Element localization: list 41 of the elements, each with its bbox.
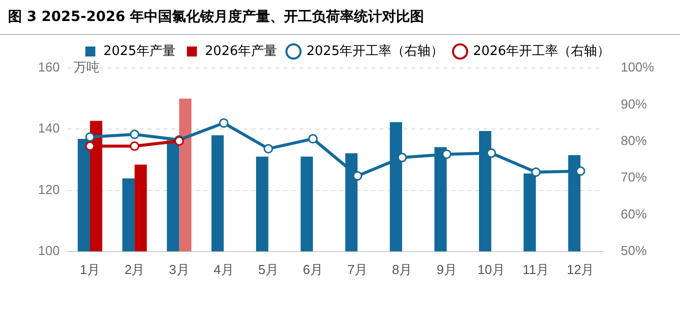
point — [397, 152, 407, 162]
y2-tick-label: 80% — [620, 132, 648, 148]
legend-label: 2025年开工率（右轴） — [306, 42, 444, 59]
y-axis-title: 万吨 — [74, 60, 100, 76]
point — [85, 141, 95, 151]
x-tick-label: 2月 — [124, 262, 145, 277]
point — [486, 148, 496, 158]
chart-title: 图 3 2025-2026 年中国氯化铵月度产量、开工负荷率统计对比图 — [0, 0, 680, 35]
x-tick-label: 4月 — [214, 262, 234, 277]
point — [85, 132, 95, 142]
y2-tick-label: 50% — [620, 242, 648, 258]
x-tick-label: 10月 — [478, 262, 506, 277]
legend-label: 2026年产量 — [204, 44, 278, 59]
x-tick-label: 9月 — [436, 262, 457, 277]
point — [531, 167, 541, 177]
point — [352, 171, 362, 181]
y2-tick-label: 90% — [620, 96, 648, 112]
point — [130, 141, 140, 151]
legend-label: 2025年产量 — [103, 44, 176, 59]
y-tick-label: 160 — [38, 60, 60, 75]
point — [576, 166, 586, 176]
y2-tick-label: 100% — [620, 60, 654, 75]
point — [308, 134, 318, 144]
y-tick-label: 100 — [38, 242, 60, 258]
x-tick-label: 3月 — [169, 262, 190, 277]
y2-tick-label: 70% — [620, 170, 648, 185]
x-tick-label: 12月 — [566, 262, 594, 277]
y-tick-label: 120 — [38, 182, 60, 197]
point — [219, 118, 228, 128]
x-tick-label: 6月 — [302, 262, 324, 277]
y2-tick-label: 60% — [620, 206, 648, 222]
x-tick-label: 8月 — [392, 262, 412, 277]
x-tick-label: 11月 — [522, 262, 550, 277]
x-tick-label: 5月 — [258, 262, 278, 277]
x-tick-label: 7月 — [347, 262, 368, 277]
legend-label: 2026年开工率（右轴） — [473, 42, 610, 59]
point — [130, 130, 140, 140]
x-tick-label: 1月 — [80, 262, 100, 277]
y-tick-label: 140 — [38, 120, 60, 136]
point — [264, 144, 274, 154]
point — [442, 149, 452, 159]
